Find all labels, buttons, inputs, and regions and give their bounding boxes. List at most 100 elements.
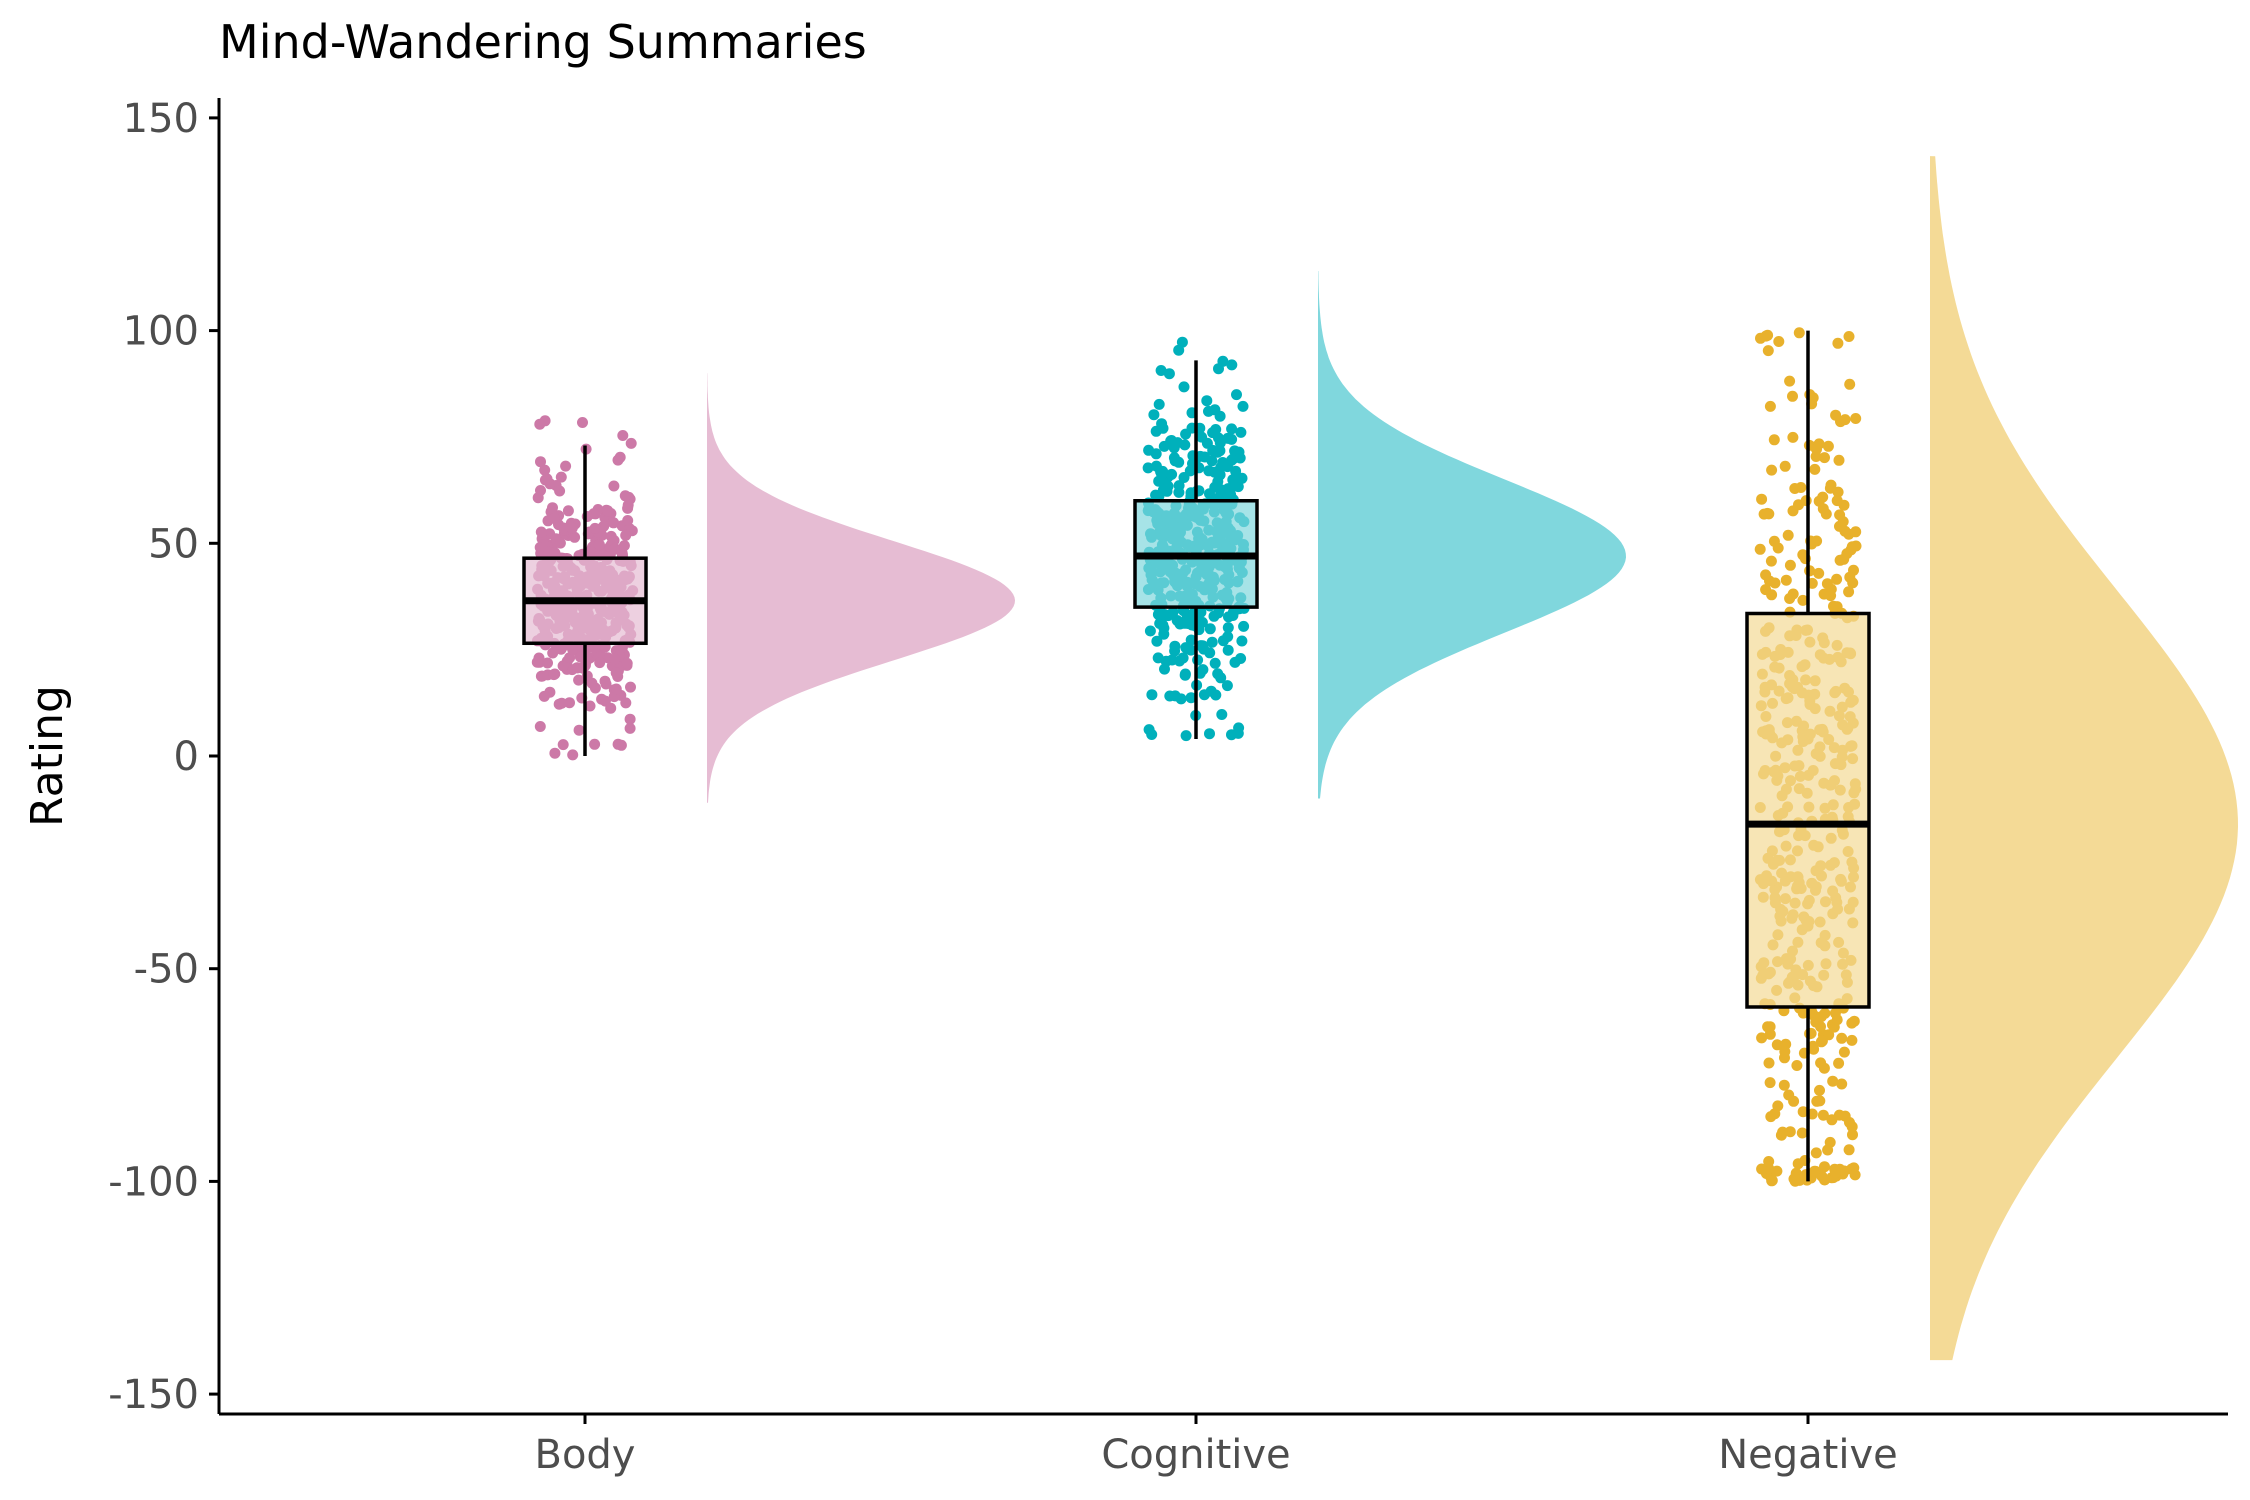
data-point <box>567 643 579 655</box>
data-point <box>1754 543 1766 555</box>
data-point <box>608 480 620 492</box>
y-tick-label: 100 <box>123 309 199 355</box>
data-point <box>610 683 622 695</box>
data-point <box>1818 1062 1830 1074</box>
data-point <box>1150 489 1162 501</box>
data-point <box>1182 618 1194 629</box>
data-point <box>1171 615 1183 626</box>
data-point <box>1794 1174 1806 1186</box>
data-point <box>1827 1075 1839 1087</box>
data-point <box>542 657 553 669</box>
data-point <box>1165 435 1177 447</box>
data-point <box>1204 728 1215 740</box>
data-point <box>1197 664 1209 676</box>
data-point <box>620 697 632 709</box>
data-point <box>564 652 576 664</box>
data-point <box>1834 554 1846 566</box>
data-point <box>560 460 572 472</box>
data-point <box>1230 465 1242 477</box>
data-point <box>1773 336 1785 347</box>
y-axis-title: Rating <box>22 685 73 827</box>
data-point <box>589 738 601 750</box>
data-point <box>1236 635 1248 647</box>
data-point <box>1180 730 1192 742</box>
x-tick-label: Body <box>535 1432 636 1478</box>
data-point <box>1766 1175 1778 1187</box>
data-point <box>1833 454 1845 466</box>
series-cognitive <box>1133 271 1626 799</box>
data-point <box>534 418 546 430</box>
data-point <box>607 517 619 529</box>
data-point <box>1173 456 1185 468</box>
y-tick-label: -100 <box>108 1159 199 1205</box>
data-point <box>1764 400 1776 412</box>
data-point <box>1834 509 1846 521</box>
data-point <box>1784 559 1796 571</box>
data-point <box>1765 555 1777 567</box>
data-point <box>1226 359 1238 371</box>
data-point <box>548 669 560 681</box>
data-point <box>1209 657 1221 669</box>
data-point <box>1830 1167 1842 1178</box>
data-point <box>1166 654 1178 666</box>
data-point <box>621 657 633 669</box>
data-point <box>617 430 629 441</box>
data-point <box>1760 330 1772 342</box>
data-point <box>624 713 636 725</box>
data-point <box>535 456 546 468</box>
data-point <box>602 505 614 517</box>
data-point <box>1810 1147 1822 1159</box>
data-point <box>1809 1165 1821 1177</box>
data-point <box>612 738 624 750</box>
data-point <box>1215 484 1227 496</box>
data-point <box>1212 607 1224 619</box>
data-point <box>1159 663 1170 675</box>
data-point <box>554 537 566 549</box>
data-point <box>535 485 546 496</box>
data-point <box>1819 1161 1830 1173</box>
data-point <box>548 512 560 524</box>
data-point <box>1235 426 1247 438</box>
data-point <box>1843 1144 1855 1156</box>
data-point <box>1809 463 1821 475</box>
data-point <box>1772 542 1784 554</box>
x-axis-ticks: Body Cognitive Negative <box>535 1414 1898 1478</box>
data-point <box>1839 525 1851 537</box>
data-point <box>1196 616 1208 628</box>
data-point <box>1766 464 1778 476</box>
chart-title: Mind-Wandering Summaries <box>219 15 867 69</box>
data-point <box>1771 1039 1783 1051</box>
data-point <box>608 544 620 555</box>
data-point <box>1185 634 1197 646</box>
data-point <box>1822 440 1834 452</box>
data-point <box>1814 1095 1826 1107</box>
data-point <box>1830 409 1842 421</box>
data-point <box>1182 643 1194 655</box>
data-point <box>1229 656 1241 668</box>
series-body <box>522 373 1015 803</box>
data-point <box>1204 623 1216 635</box>
data-point <box>1206 455 1218 467</box>
data-point <box>1841 548 1853 560</box>
data-point <box>1217 635 1229 647</box>
data-point <box>1151 635 1163 647</box>
data-point <box>1831 573 1843 585</box>
data-point <box>1778 1079 1790 1091</box>
data-point <box>600 678 612 690</box>
data-point <box>1797 1007 1809 1019</box>
data-point <box>1196 431 1208 443</box>
data-point <box>1179 669 1191 681</box>
data-point <box>618 540 630 552</box>
data-point <box>1793 327 1805 339</box>
data-point <box>1779 1052 1790 1064</box>
data-point <box>534 721 546 732</box>
data-point <box>573 724 585 736</box>
data-point <box>1209 466 1221 478</box>
data-point <box>1157 422 1169 434</box>
data-point <box>1843 586 1855 598</box>
data-point <box>1201 395 1213 407</box>
data-point <box>574 651 586 663</box>
data-point <box>1213 363 1224 375</box>
data-point <box>538 690 550 702</box>
data-point <box>1817 1109 1829 1121</box>
